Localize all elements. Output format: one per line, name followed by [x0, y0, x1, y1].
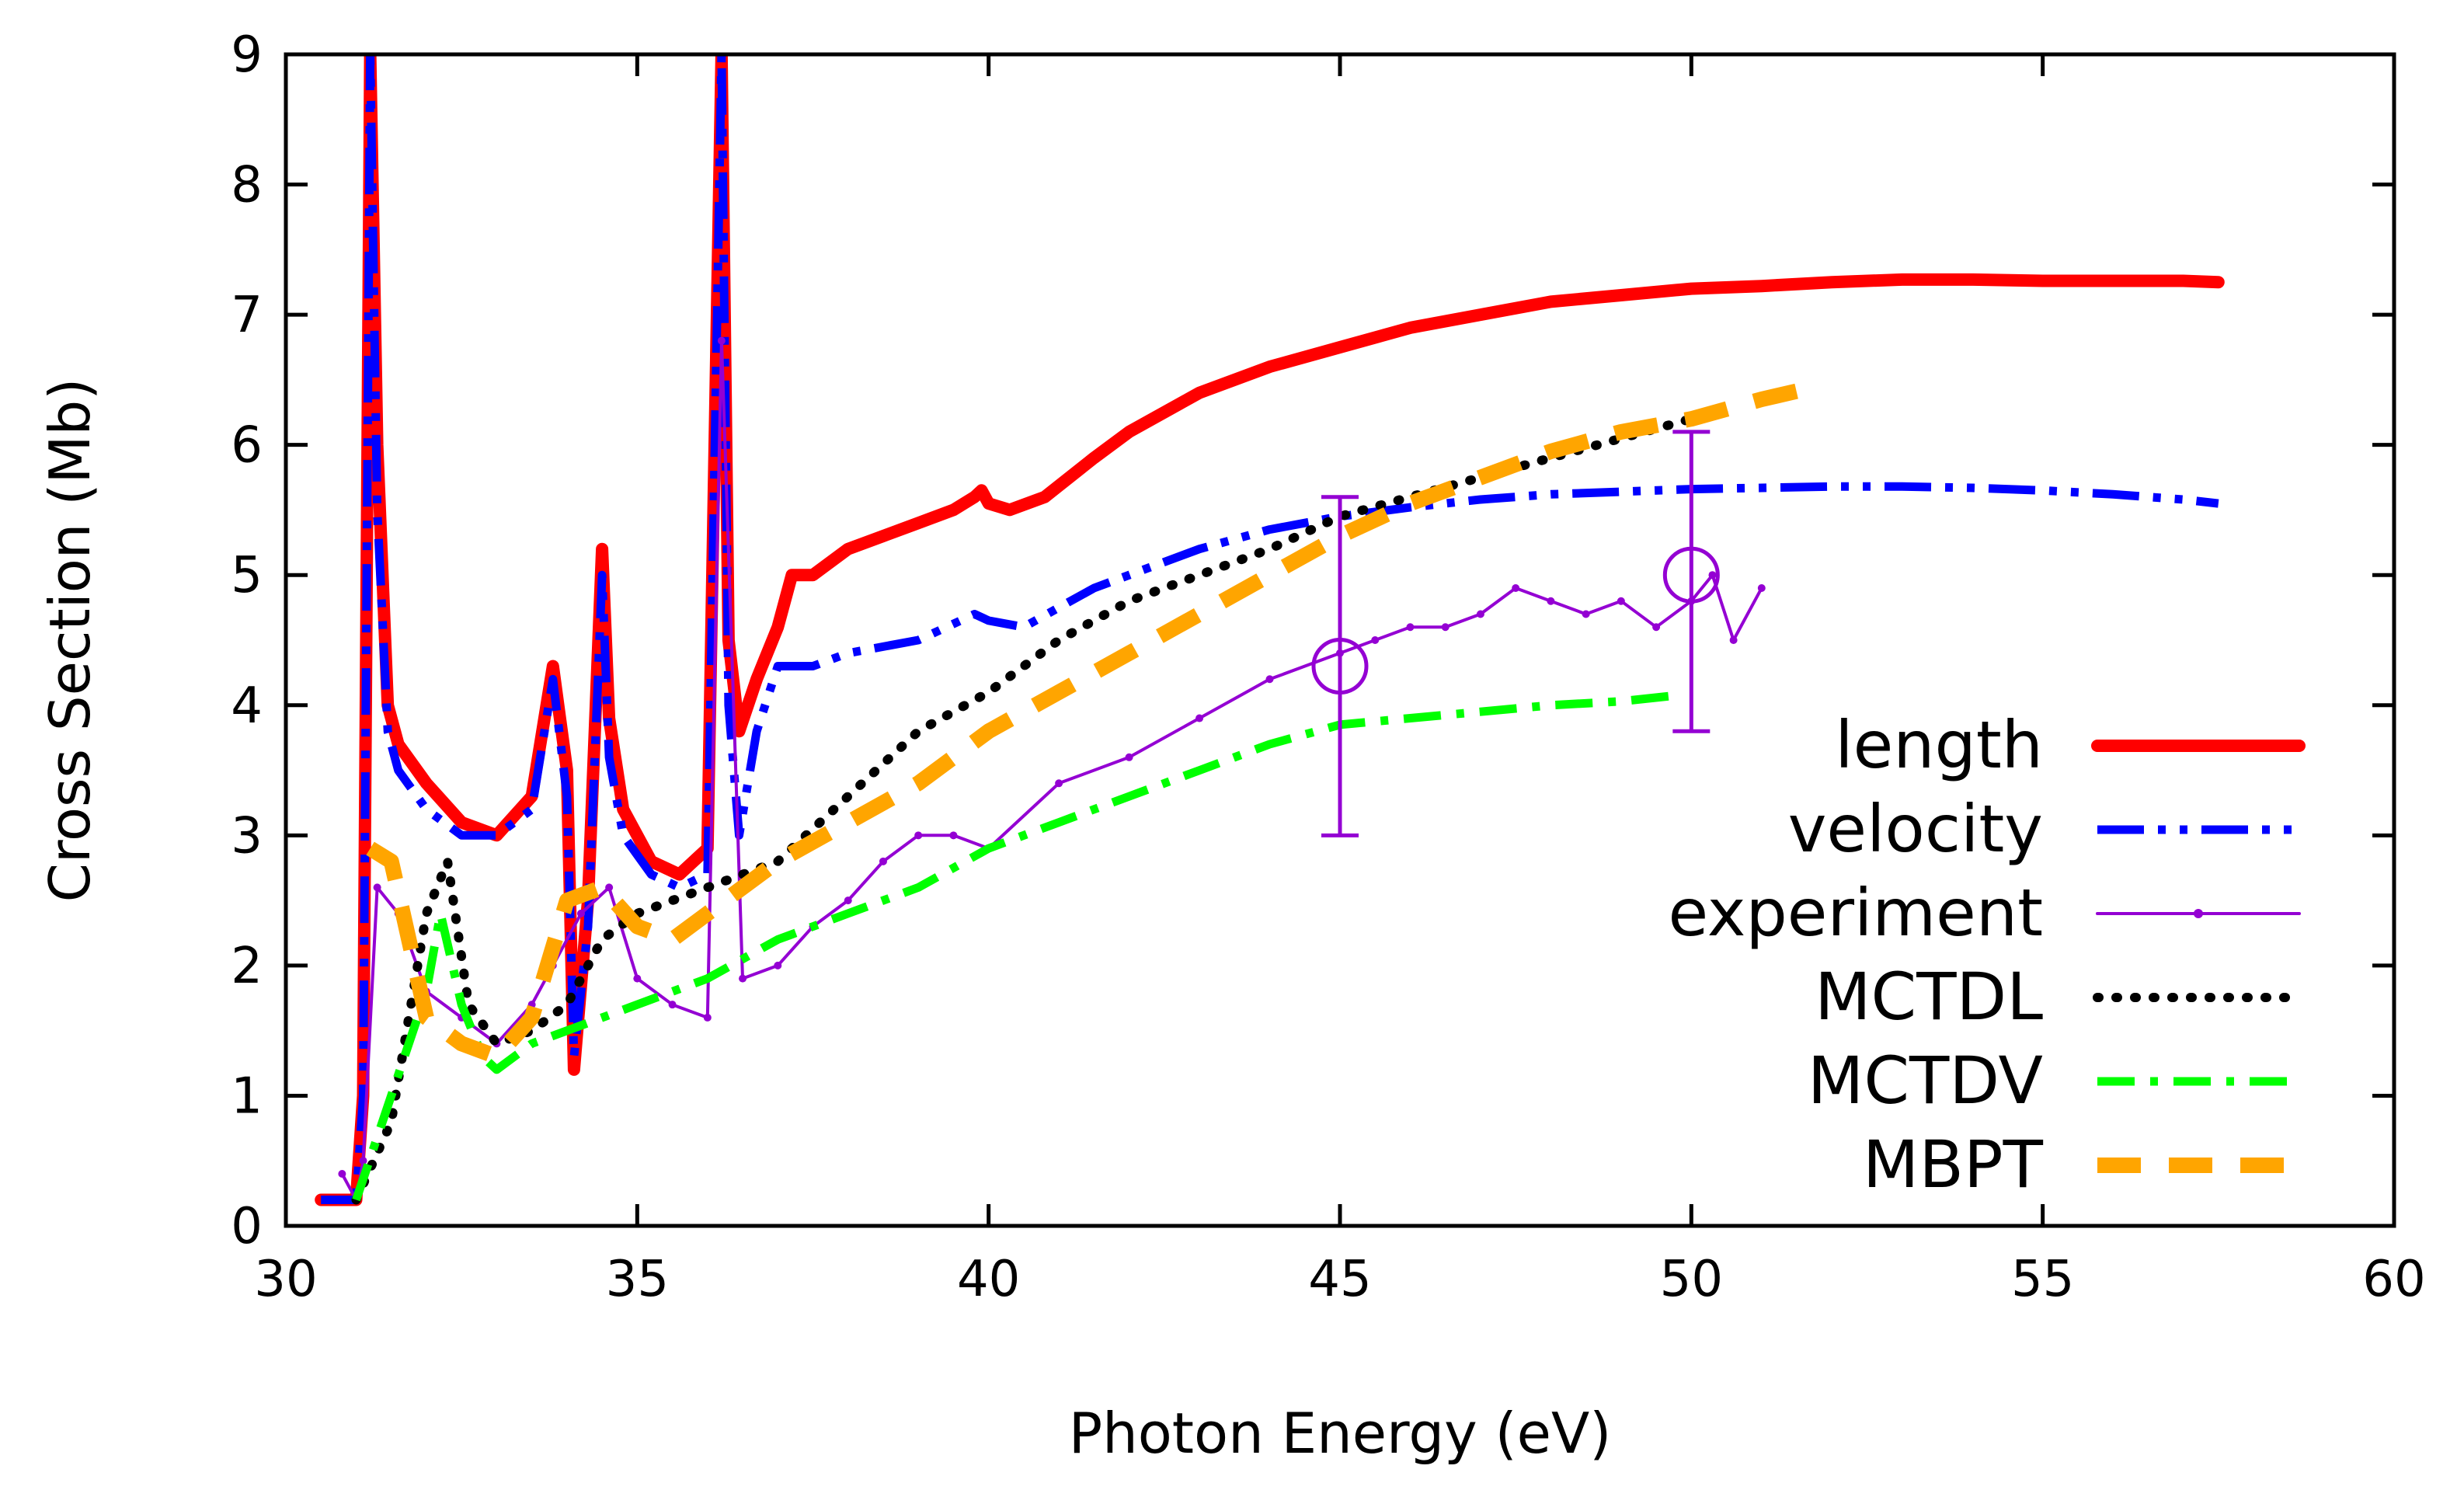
experiment-point: [1512, 583, 1520, 592]
experiment-point: [949, 831, 958, 840]
experiment-point: [338, 1169, 346, 1178]
y-axis-title: Cross Section (Mb): [37, 378, 103, 903]
experiment-point: [879, 857, 887, 865]
y-tick-label: 1: [231, 1067, 263, 1125]
experiment-point: [1708, 571, 1717, 580]
experiment-point: [703, 1013, 712, 1022]
legend-label: length: [1835, 707, 2043, 783]
y-tick-label: 3: [231, 807, 263, 865]
y-tick-label: 9: [231, 26, 263, 84]
legend-point: [2194, 909, 2203, 918]
experiment-point: [633, 974, 642, 983]
legend-label: velocity: [1788, 791, 2043, 867]
y-tick-label: 8: [231, 157, 263, 214]
x-tick-label: 60: [2362, 1251, 2425, 1308]
experiment-point: [576, 909, 585, 917]
experiment-point: [739, 974, 747, 983]
x-tick-label: 35: [606, 1251, 669, 1308]
experiment-point: [1617, 597, 1625, 605]
error-bar-marker: [1311, 638, 1369, 695]
legend-label: MBPT: [1863, 1126, 2044, 1203]
y-tick-label: 7: [231, 287, 263, 344]
experiment-point: [1547, 597, 1555, 605]
experiment-point: [1476, 610, 1484, 618]
experiment-point: [844, 896, 852, 905]
error-bar-marker: [1662, 546, 1720, 604]
y-tick-label: 5: [231, 547, 263, 604]
series-line-velocity: [321, 54, 2219, 1204]
experiment-point: [605, 883, 614, 892]
y-tick-label: 6: [231, 417, 263, 475]
x-tick-label: 50: [1660, 1251, 1723, 1308]
experiment-point: [774, 961, 782, 970]
experiment-point: [914, 831, 923, 840]
experiment-point: [1195, 714, 1204, 722]
experiment-point: [1582, 610, 1590, 618]
experiment-point: [1729, 636, 1738, 644]
x-tick-label: 30: [254, 1251, 317, 1308]
experiment-point: [1406, 623, 1415, 632]
experiment-point: [373, 883, 381, 892]
experiment-point: [1125, 753, 1133, 761]
x-tick-label: 40: [957, 1251, 1020, 1308]
series-line-experiment: [340, 339, 1763, 1202]
x-tick-label: 45: [1308, 1251, 1371, 1308]
y-tick-label: 4: [231, 677, 263, 735]
experiment-point: [1757, 583, 1766, 592]
x-axis-title: Photon Energy (eV): [1069, 1401, 1612, 1466]
experiment-point: [668, 1001, 677, 1009]
experiment-point: [1441, 623, 1450, 632]
x-tick-label: 55: [2011, 1251, 2074, 1308]
experiment-point: [1055, 779, 1063, 788]
legend-label: experiment: [1669, 875, 2043, 951]
legend-label: MCTDV: [1808, 1043, 2043, 1119]
experiment-point: [1265, 675, 1274, 684]
legend-label: MCTDL: [1815, 959, 2043, 1035]
series-line-mbpt: [366, 378, 1820, 1065]
series-line-mctdv: [352, 691, 1671, 1202]
y-tick-label: 0: [231, 1198, 263, 1255]
y-tick-label: 2: [231, 938, 263, 995]
series-line-length: [315, 54, 2225, 1206]
series-line-mctdl: [351, 407, 1731, 1205]
experiment-point: [717, 336, 726, 345]
experiment-point: [1652, 623, 1661, 632]
experiment-point: [1371, 636, 1380, 644]
experiment-point: [359, 1157, 367, 1165]
